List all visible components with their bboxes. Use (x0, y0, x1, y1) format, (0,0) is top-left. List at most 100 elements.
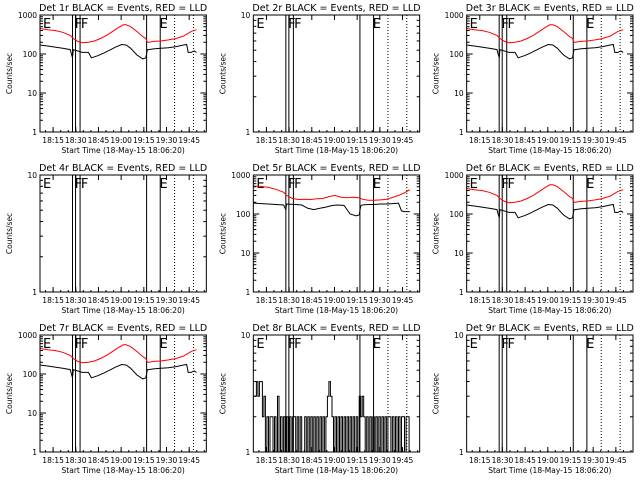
axes-frame (39, 334, 207, 453)
panel-det-4: Det 4r BLACK = Events, RED = LLD E FF E 18:1… (5, 163, 207, 315)
axes-frame (252, 334, 421, 453)
x-tick-label: 19:15 (560, 456, 582, 465)
axes-frame (466, 334, 634, 453)
x-tick-label: 18:30 (278, 456, 300, 465)
flag-label: F (81, 17, 88, 32)
y-tick-label: 10 (27, 409, 37, 418)
flag-label: F (75, 17, 82, 32)
y-axis-label: Counts/sec (218, 213, 227, 254)
x-tick-label: 18:30 (65, 296, 87, 305)
y-tick-label: 10 (454, 331, 464, 340)
flag-label: E (256, 337, 264, 352)
flag-label: F (294, 177, 301, 192)
x-tick-label: 18:30 (492, 456, 514, 465)
x-tick-label: 19:15 (560, 296, 582, 305)
axes-frame (466, 174, 634, 293)
y-tick-label: 1 (246, 448, 251, 457)
x-tick-label: 19:30 (156, 456, 178, 465)
x-tick-label: 19:00 (110, 136, 132, 145)
y-tick-label: 10 (454, 249, 464, 258)
x-tick-label: 19:30 (156, 136, 178, 145)
x-tick-label: 18:30 (492, 296, 514, 305)
x-tick-label: 19:30 (369, 456, 391, 465)
flag-label: F (75, 337, 82, 352)
x-tick-label: 18:45 (301, 136, 323, 145)
y-axis-label: Counts/sec (5, 53, 14, 94)
series-lld (466, 184, 624, 204)
x-tick-label: 19:30 (582, 296, 604, 305)
x-tick-label: 19:00 (324, 136, 346, 145)
x-axis-label: Start Time (18-May-15 18:06:20) (62, 306, 185, 315)
x-tick-label: 18:15 (469, 456, 491, 465)
axes-frame (39, 174, 207, 293)
x-tick-label: 19:45 (605, 296, 627, 305)
y-tick-label: 100 (236, 210, 251, 219)
flag-label: E (256, 177, 264, 192)
x-tick-label: 19:00 (110, 456, 132, 465)
y-axis-label: Counts/sec (218, 53, 227, 94)
x-tick-label: 19:45 (605, 136, 627, 145)
y-axis-label: Counts/sec (5, 213, 14, 254)
flag-label: E (586, 177, 594, 192)
flag-label: E (43, 17, 51, 32)
panel-title: Det 9r BLACK = Events, RED = LLD (466, 323, 634, 334)
x-tick-label: 18:45 (514, 296, 536, 305)
flag-label: F (507, 177, 514, 192)
y-tick-label: 1000 (231, 171, 250, 180)
x-tick-label: 19:00 (537, 296, 559, 305)
x-tick-label: 19:45 (392, 296, 414, 305)
y-tick-label: 1 (459, 448, 464, 457)
panel-title: Det 1r BLACK = Events, RED = LLD (39, 3, 207, 14)
y-tick-label: 100 (23, 50, 38, 59)
x-tick-label: 19:30 (369, 136, 391, 145)
x-tick-label: 19:45 (392, 136, 414, 145)
y-axis-label: Counts/sec (218, 373, 227, 414)
flag-label: E (373, 337, 381, 352)
flag-label: E (159, 177, 167, 192)
x-tick-label: 18:15 (256, 296, 278, 305)
flag-label: F (81, 337, 88, 352)
flag-label: E (470, 177, 478, 192)
x-tick-label: 19:30 (582, 456, 604, 465)
x-tick-label: 18:45 (88, 456, 110, 465)
x-tick-label: 18:15 (256, 136, 278, 145)
x-tick-label: 19:45 (178, 136, 200, 145)
y-tick-label: 10 (27, 89, 37, 98)
series-lld (39, 24, 197, 44)
x-tick-label: 19:30 (582, 136, 604, 145)
x-tick-label: 18:30 (65, 136, 87, 145)
flag-label: E (586, 17, 594, 32)
series-lld (253, 185, 411, 201)
x-tick-label: 19:15 (133, 456, 155, 465)
x-tick-label: 18:15 (469, 136, 491, 145)
flag-label: E (586, 337, 594, 352)
y-tick-label: 100 (23, 370, 38, 379)
flag-label: F (288, 177, 295, 192)
x-tick-label: 18:30 (278, 296, 300, 305)
flag-label: E (470, 337, 478, 352)
flag-label: E (43, 177, 51, 192)
series-lld (466, 24, 624, 44)
y-axis-label: Counts/sec (432, 373, 441, 414)
flag-label: F (294, 337, 301, 352)
series-events (39, 363, 197, 380)
x-tick-label: 18:15 (42, 456, 64, 465)
x-axis-label: Start Time (18-May-15 18:06:20) (275, 146, 398, 155)
x-tick-label: 18:30 (492, 136, 514, 145)
flag-label: E (43, 337, 51, 352)
y-tick-label: 1000 (445, 11, 464, 20)
series-events (253, 381, 411, 453)
panel-det-1: Det 1r BLACK = Events, RED = LLD E FF E 18:1… (5, 3, 207, 155)
x-axis-label: Start Time (18-May-15 18:06:20) (275, 306, 398, 315)
y-tick-label: 100 (449, 50, 464, 59)
panel-det-8: Det 8r BLACK = Events, RED = LLD E FF E 18:1… (218, 323, 420, 475)
x-tick-label: 19:45 (178, 456, 200, 465)
x-tick-label: 19:15 (346, 136, 368, 145)
flag-label: F (501, 177, 508, 192)
x-tick-label: 18:45 (88, 136, 110, 145)
y-tick-label: 1 (32, 448, 37, 457)
panel-det-7: Det 7r BLACK = Events, RED = LLD E FF E 18:1… (5, 323, 207, 475)
y-tick-label: 10 (241, 249, 251, 258)
flag-label: E (373, 177, 381, 192)
x-tick-label: 19:15 (133, 136, 155, 145)
